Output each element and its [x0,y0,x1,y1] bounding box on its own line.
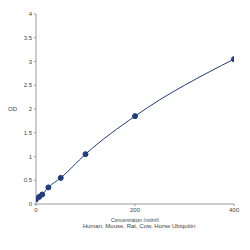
svg-text:200: 200 [130,207,141,213]
html-text:Human, Mouse, Rat, Cow, Horse: Human, Mouse, Rat, Cow, Horse Ubiquitin [82,223,196,229]
svg-text:400: 400 [229,207,240,213]
svg-text:0: 0 [29,201,33,207]
svg-text:2: 2 [29,106,33,112]
svg-text:0.5: 0.5 [24,177,33,183]
svg-text:1.5: 1.5 [24,130,33,136]
svg-text:2.5: 2.5 [24,82,33,88]
svg-text:4: 4 [29,11,33,17]
svg-text:OD: OD [8,106,18,112]
svg-text:Concentration (ng/ml): Concentration (ng/ml) [111,217,159,222]
svg-text:1: 1 [29,154,33,160]
svg-text:0: 0 [34,207,38,213]
svg-text:3.5: 3.5 [24,35,33,41]
svg-text:3: 3 [29,59,33,65]
